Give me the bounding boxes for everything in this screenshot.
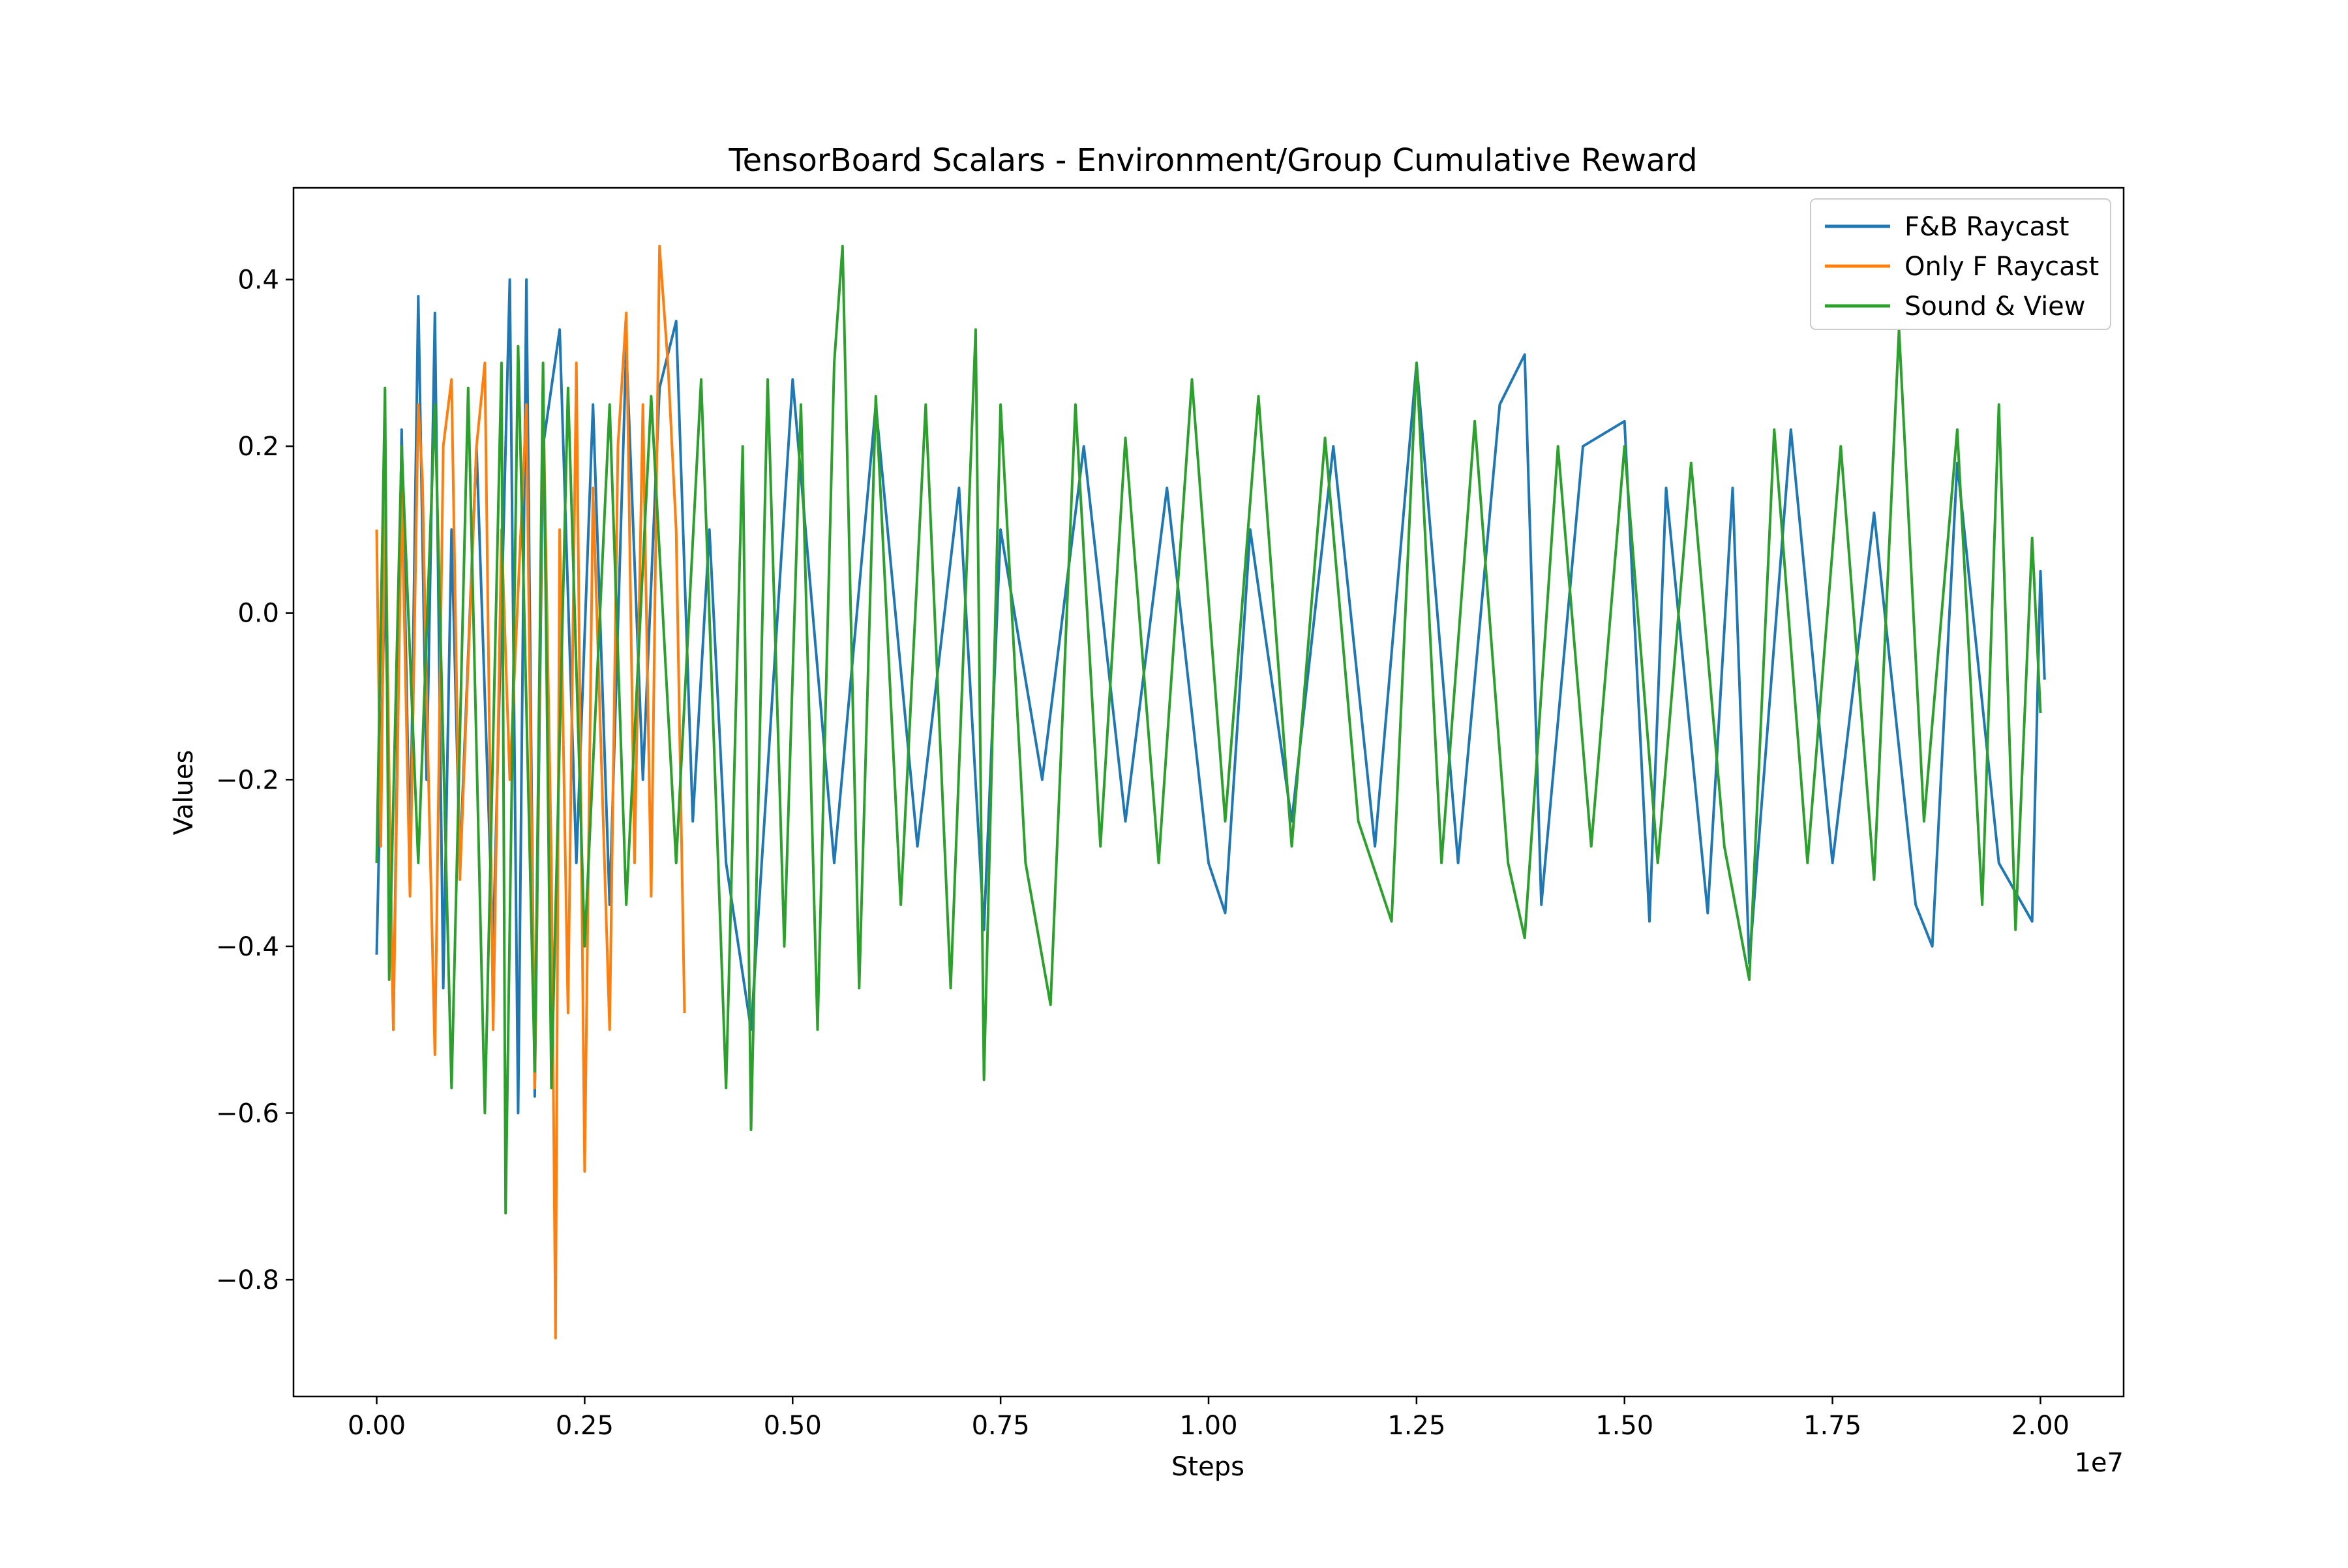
y-axis-label: Values — [169, 750, 199, 836]
plot-area — [292, 187, 2125, 1398]
x-axis: 0.00 0.25 0.50 0.75 1.00 1.25 1.50 1.75 2.00 — [348, 1396, 2070, 1441]
y-tick-label: 0.4 — [237, 265, 279, 295]
legend-label-2: Sound & View — [1904, 292, 2086, 322]
x-tick-label: 0.75 — [972, 1411, 1030, 1441]
x-tick-label: 1.75 — [1803, 1411, 1861, 1441]
x-tick-label: 0.50 — [764, 1411, 822, 1441]
y-tick-label: 0.2 — [237, 432, 279, 462]
x-axis-label: Steps — [1171, 1452, 1244, 1482]
y-tick-label: −0.8 — [216, 1265, 279, 1295]
x-tick-label: 0.25 — [556, 1411, 614, 1441]
legend-label-1: Only F Raycast — [1904, 252, 2099, 282]
x-tick-label: 1.00 — [1179, 1411, 1237, 1441]
y-tick-label: −0.2 — [216, 765, 279, 795]
y-tick-label: 0.0 — [237, 599, 279, 629]
legend-box — [1810, 198, 2111, 330]
y-axis: −0.8 −0.6 −0.4 −0.2 0.0 0.2 0.4 — [216, 265, 294, 1295]
x-tick-label: 2.00 — [2011, 1411, 2070, 1441]
series-line-0 — [375, 278, 2046, 1115]
chart-title: TensorBoard Scalars - Environment/Group … — [728, 142, 1697, 179]
x-tick-label: 1.25 — [1387, 1411, 1445, 1441]
series-layer — [375, 245, 2046, 1340]
legend-label-0: F&B Raycast — [1904, 212, 2069, 242]
y-tick-label: −0.4 — [216, 932, 279, 962]
series-line-2 — [375, 245, 2042, 1214]
x-offset-label: 1e7 — [2074, 1448, 2124, 1478]
y-tick-label: −0.6 — [216, 1099, 279, 1129]
legend: F&B Raycast Only F Raycast Sound & View — [1810, 198, 2111, 330]
x-tick-label: 0.00 — [348, 1411, 406, 1441]
x-tick-label: 1.50 — [1595, 1411, 1653, 1441]
